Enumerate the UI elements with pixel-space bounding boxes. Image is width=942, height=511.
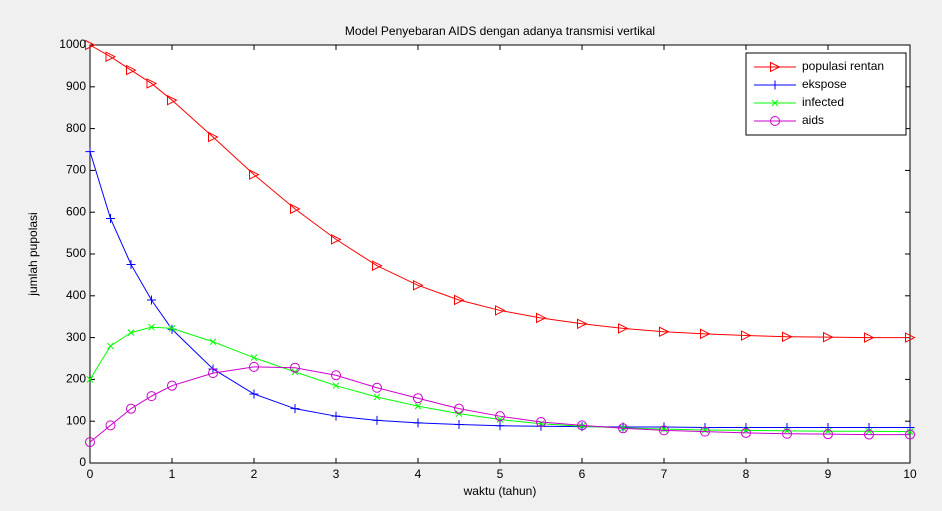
x-tick-label: 3 [333, 467, 340, 481]
page: {"chart_data": {"type": "line", "title":… [0, 0, 942, 511]
legend-label: ekspose [802, 77, 847, 91]
y-tick-label: 1000 [59, 37, 86, 51]
legend-label: infected [802, 95, 844, 109]
chart: Model Penyebaran AIDS dengan adanya tran… [0, 0, 942, 511]
legend-label: populasi rentan [802, 59, 884, 73]
x-tick-label: 7 [661, 467, 668, 481]
chart-title: Model Penyebaran AIDS dengan adanya tran… [345, 24, 655, 38]
x-tick-label: 4 [415, 467, 422, 481]
legend: populasi rentan ekspose infected aids [746, 53, 906, 135]
x-tick-label: 6 [579, 467, 586, 481]
y-tick-label: 500 [66, 246, 86, 260]
x-tick-label: 1 [169, 467, 176, 481]
y-tick-label: 300 [66, 330, 86, 344]
y-tick-label: 600 [66, 204, 86, 218]
x-tick-label: 0 [87, 467, 94, 481]
y-tick-label: 0 [79, 455, 86, 469]
x-tick-label: 10 [903, 467, 917, 481]
x-axis-label: waktu (tahun) [463, 484, 537, 498]
y-axis-label: jumlah pupolasi [26, 212, 40, 296]
x-tick-label: 9 [825, 467, 832, 481]
y-tick-label: 100 [66, 413, 86, 427]
y-tick-label: 400 [66, 288, 86, 302]
y-tick-label: 200 [66, 372, 86, 386]
y-tick-label: 900 [66, 79, 86, 93]
legend-label: aids [802, 113, 824, 127]
y-tick-label: 800 [66, 121, 86, 135]
y-tick-label: 700 [66, 163, 86, 177]
x-tick-label: 5 [497, 467, 504, 481]
x-tick-label: 2 [251, 467, 258, 481]
x-tick-label: 8 [743, 467, 750, 481]
